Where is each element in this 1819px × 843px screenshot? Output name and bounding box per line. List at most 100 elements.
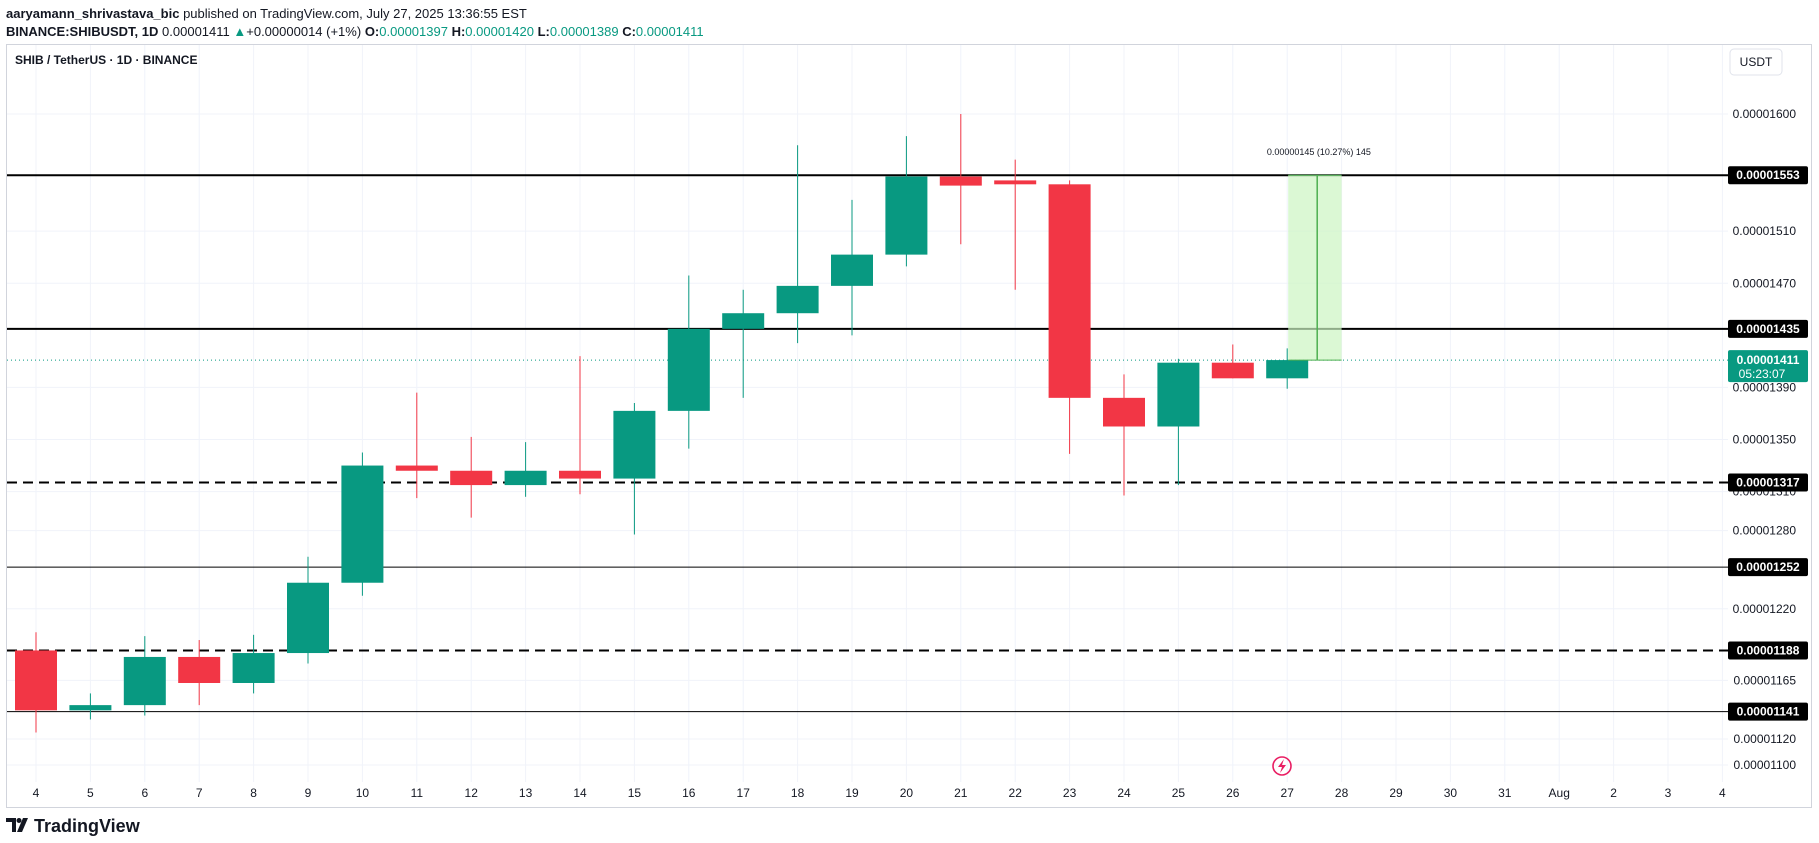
open-value: 0.00001397 <box>379 24 448 39</box>
x-tick-label: 23 <box>1063 786 1077 800</box>
chart-title: SHIB / TetherUS · 1D · BINANCE <box>15 53 197 67</box>
candle-body <box>1211 362 1254 379</box>
candle-20 <box>885 136 928 267</box>
candle-body <box>395 465 438 471</box>
candle-19 <box>831 199 873 336</box>
change-arrow-icon: ▲ <box>233 24 247 39</box>
x-tick-label: 28 <box>1335 786 1349 800</box>
last-price: 0.00001411 <box>162 24 230 39</box>
x-tick-label: 15 <box>628 786 642 800</box>
x-tick-label: 8 <box>250 786 257 800</box>
x-tick-label: 24 <box>1117 786 1131 800</box>
candle-body <box>450 470 493 486</box>
candle-body <box>504 470 547 486</box>
level-price-badge <box>1728 702 1808 721</box>
x-tick-label: 29 <box>1389 786 1403 800</box>
candle-body <box>1048 184 1091 398</box>
change-value: +0.00000014 (+1%) <box>246 24 362 39</box>
candle-6 <box>123 636 166 716</box>
x-tick-label: 5 <box>87 786 94 800</box>
author-name[interactable]: aaryamann_shrivastava_bic <box>6 6 180 21</box>
x-tick-label: 30 <box>1444 786 1458 800</box>
x-tick-label: 31 <box>1498 786 1512 800</box>
level-price-label: 0.00001317 <box>1736 475 1800 489</box>
last-price-label: 0.00001411 <box>1737 353 1800 367</box>
candle-body <box>178 656 221 683</box>
y-tick-label: 0.00001220 <box>1733 602 1797 616</box>
candle-body <box>287 582 329 654</box>
close-label: C: <box>622 24 636 39</box>
candle-10 <box>341 452 384 596</box>
candle-body <box>1266 360 1309 379</box>
x-tick-label: 3 <box>1665 786 1672 800</box>
tradingview-logo-icon <box>6 818 28 832</box>
currency-button-label[interactable]: USDT <box>1740 55 1773 69</box>
bar-countdown: 05:23:07 <box>1739 367 1786 381</box>
candle-18 <box>776 145 819 344</box>
chart-header: aaryamann_shrivastava_bic published on T… <box>6 5 704 41</box>
y-tick-label: 0.00001100 <box>1733 758 1796 772</box>
overlay: 0.00000145 (10.27%) 145 <box>1267 147 1371 361</box>
candle-body <box>831 254 873 286</box>
candle-body <box>232 653 275 683</box>
candle-15 <box>613 403 656 535</box>
y-tick-label: 0.00001165 <box>1733 673 1796 687</box>
candle-23 <box>1048 180 1091 454</box>
footer: TradingView <box>6 815 140 837</box>
lightning-icon[interactable] <box>1272 756 1292 776</box>
y-tick-label: 0.00001280 <box>1733 524 1797 538</box>
x-tick-label: 4 <box>33 786 40 800</box>
level-price-label: 0.00001188 <box>1737 643 1800 657</box>
candle-27 <box>1266 348 1309 389</box>
candle-body <box>776 285 819 314</box>
level-price-badge <box>1728 641 1808 660</box>
candles <box>15 114 1309 733</box>
measure-label: 0.00000145 (10.27%) 145 <box>1267 147 1371 157</box>
candle-body <box>722 313 765 329</box>
x-tick-label: 19 <box>845 786 859 800</box>
level-price-label: 0.00001435 <box>1736 322 1800 336</box>
candle-body <box>939 176 982 186</box>
candle-17 <box>722 289 765 398</box>
low-label: L: <box>537 24 550 39</box>
level-price-label: 0.00001252 <box>1736 560 1800 574</box>
candle-16 <box>667 275 710 449</box>
x-tick-label: 26 <box>1226 786 1240 800</box>
symbol-line: BINANCE:SHIBUSDT, 1D 0.00001411 ▲+0.0000… <box>6 23 704 41</box>
candle-body <box>885 176 928 255</box>
y-tick-label: 0.00001390 <box>1733 380 1797 394</box>
candle-body <box>667 328 710 411</box>
publisher-line: aaryamann_shrivastava_bic published on T… <box>6 5 704 23</box>
x-tick-label: 12 <box>465 786 479 800</box>
x-tick-label: 18 <box>791 786 805 800</box>
x-tick-label: 4 <box>1719 786 1726 800</box>
x-tick-label: 6 <box>141 786 148 800</box>
x-tick-label: 10 <box>356 786 370 800</box>
candle-body <box>341 465 384 583</box>
level-price-label: 0.00001553 <box>1736 168 1800 182</box>
candle-13 <box>504 442 547 497</box>
close-value: 0.00001411 <box>635 24 704 39</box>
candle-7 <box>178 640 221 706</box>
candle-11 <box>395 392 438 499</box>
candle-body <box>123 656 166 706</box>
horizontal-levels <box>7 174 1728 713</box>
level-price-badge <box>1728 319 1808 338</box>
x-tick-label: 20 <box>900 786 914 800</box>
candle-9 <box>287 556 329 664</box>
currency-button-frame[interactable] <box>1729 48 1783 76</box>
candle-14 <box>559 356 601 495</box>
x-tick-label: 11 <box>411 786 424 800</box>
x-tick-label: Aug <box>1549 786 1570 800</box>
x-tick-label: 27 <box>1281 786 1295 800</box>
x-tick-label: 13 <box>519 786 533 800</box>
currency-button[interactable]: USDT <box>1729 48 1783 76</box>
x-tick-label: 22 <box>1009 786 1023 800</box>
low-value: 0.00001389 <box>549 24 619 39</box>
chart-frame[interactable] <box>6 44 1812 808</box>
candle-body <box>613 410 656 479</box>
published-text: published on TradingView.com, July 27, 2… <box>183 6 527 21</box>
x-tick-label: 25 <box>1172 786 1186 800</box>
y-tick-label: 0.00001470 <box>1733 276 1797 290</box>
